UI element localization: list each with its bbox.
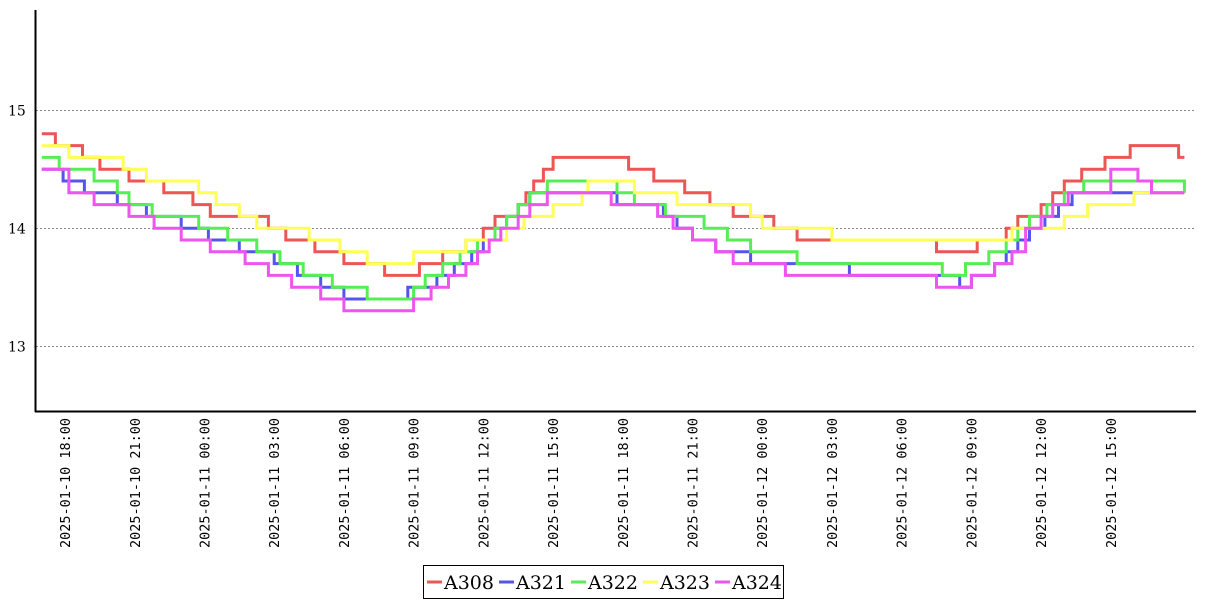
x-tick-label: 2025-01-12 03:00 xyxy=(825,418,841,548)
x-tick-labels: 2025-01-10 18:00 2025-01-10 21:00 2025-01-… xyxy=(58,418,1120,548)
y-tick-labels: 13 14 15 xyxy=(8,104,26,356)
series-line-a308 xyxy=(41,132,1185,277)
x-tick-label: 2025-01-12 06:00 xyxy=(895,418,911,548)
x-tick-label: 2025-01-11 18:00 xyxy=(616,418,632,548)
gridlines xyxy=(36,110,1196,347)
x-tick-label: 2025-01-11 12:00 xyxy=(476,418,492,548)
series-line-a324 xyxy=(41,167,1185,313)
series-lines xyxy=(41,132,1186,313)
x-tick-label: 2025-01-12 15:00 xyxy=(1104,418,1120,548)
x-tick-label: 2025-01-11 06:00 xyxy=(337,418,353,548)
y-tick-label: 14 xyxy=(8,222,26,238)
legend-label-a324: A324 xyxy=(731,572,782,594)
axes xyxy=(34,10,1196,413)
series-line-a322 xyxy=(41,155,1186,301)
x-tick-label: 2025-01-10 21:00 xyxy=(128,418,144,548)
x-tick-label: 2025-01-12 09:00 xyxy=(964,418,980,548)
x-tick-label: 2025-01-12 12:00 xyxy=(1034,418,1050,548)
y-tick-label: 13 xyxy=(8,340,26,356)
legend-label-a322: A322 xyxy=(587,572,638,594)
x-tick-label: 2025-01-11 03:00 xyxy=(267,418,283,548)
legend-label-a323: A323 xyxy=(659,572,710,594)
x-tick-label: 2025-01-11 09:00 xyxy=(407,418,423,548)
x-tick-label: 2025-01-11 15:00 xyxy=(546,418,562,548)
x-tick-label: 2025-01-10 18:00 xyxy=(58,418,74,548)
x-tick-label: 2025-01-11 21:00 xyxy=(685,418,701,548)
y-tick-label: 15 xyxy=(8,104,26,120)
legend: A308 A321 A322 A323 A324 xyxy=(423,565,784,599)
legend-label-a308: A308 xyxy=(443,572,494,594)
legend-label-a321: A321 xyxy=(515,572,566,594)
x-tick-label: 2025-01-12 00:00 xyxy=(755,418,771,548)
x-tick-label: 2025-01-11 00:00 xyxy=(197,418,213,548)
